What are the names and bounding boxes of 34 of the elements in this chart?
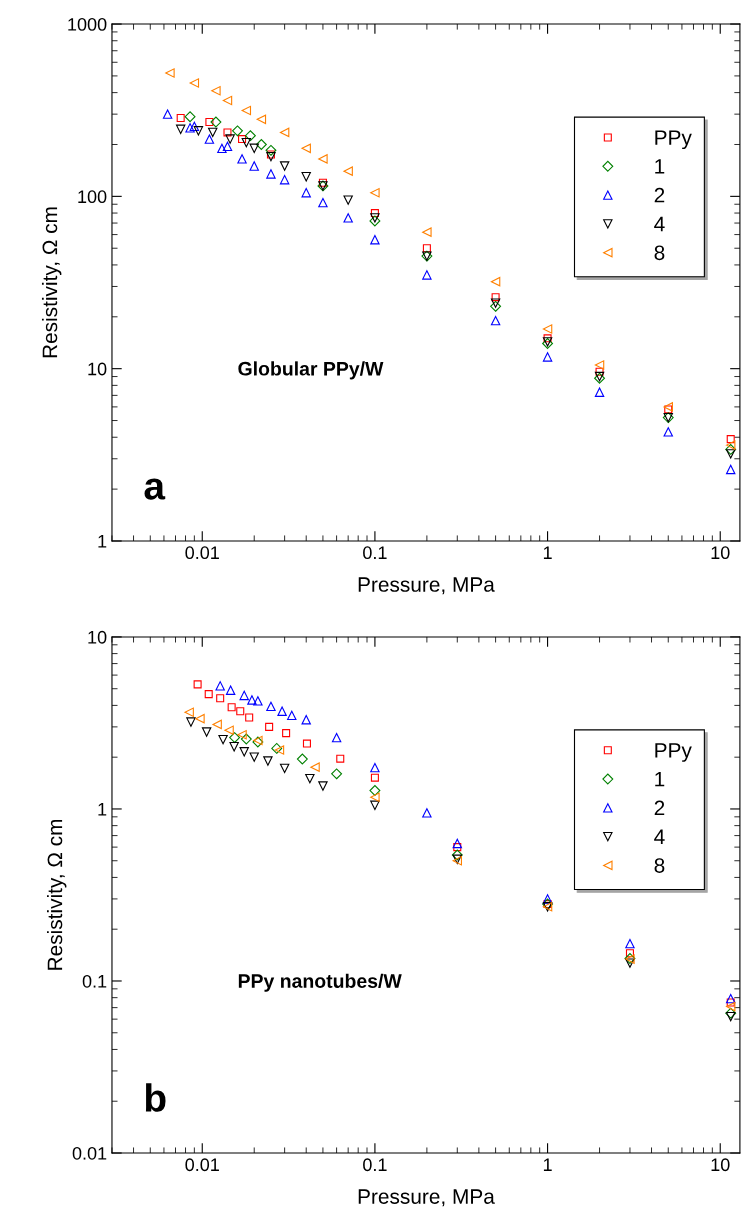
x-tick-label: 0.1 — [363, 1158, 387, 1172]
legend-label: 8 — [654, 245, 665, 261]
legend-label: 2 — [654, 187, 665, 203]
x-tick-label: 0.1 — [363, 546, 387, 560]
x-tick-label: 0.01 — [185, 1158, 219, 1172]
x-tick-label: 10 — [711, 546, 730, 560]
y-tick-label: 1 — [98, 535, 107, 548]
y-axis-title: Resistivity, Ω cm — [41, 207, 62, 358]
x-tick-label: 1 — [543, 1158, 552, 1171]
legend-label: 2 — [654, 800, 665, 816]
x-axis-title: Pressure, MPa — [358, 1189, 495, 1207]
x-tick-label: 10 — [711, 1158, 730, 1172]
y-tick-label: 10 — [88, 630, 107, 644]
legend-label: 4 — [654, 829, 665, 844]
y-axis-title: Resistivity, Ω cm — [47, 819, 67, 970]
legend-label: 8 — [654, 858, 665, 873]
legend-label: 1 — [655, 771, 665, 787]
y-tick-label: 0.01 — [72, 1146, 107, 1160]
y-tick-label: 10 — [88, 362, 107, 376]
annotation: PPy nanotubes/W — [238, 973, 402, 992]
legend-label: PPy — [655, 743, 692, 762]
annotation: a — [144, 478, 166, 500]
y-tick-label: 1 — [98, 803, 107, 816]
x-axis-title: Pressure, MPa — [358, 577, 495, 595]
y-tick-label: 100 — [78, 190, 107, 204]
y-tick-label: 0.1 — [82, 974, 107, 988]
x-tick-label: 1 — [543, 546, 552, 559]
legend-label: PPy — [655, 130, 692, 150]
x-tick-label: 0.01 — [185, 546, 219, 560]
legend-label: 1 — [655, 159, 665, 174]
annotation: Globular PPy/W — [238, 361, 384, 380]
legend-label: 4 — [654, 216, 665, 232]
annotation: b — [145, 1083, 166, 1112]
y-tick-label: 1000 — [68, 17, 107, 31]
